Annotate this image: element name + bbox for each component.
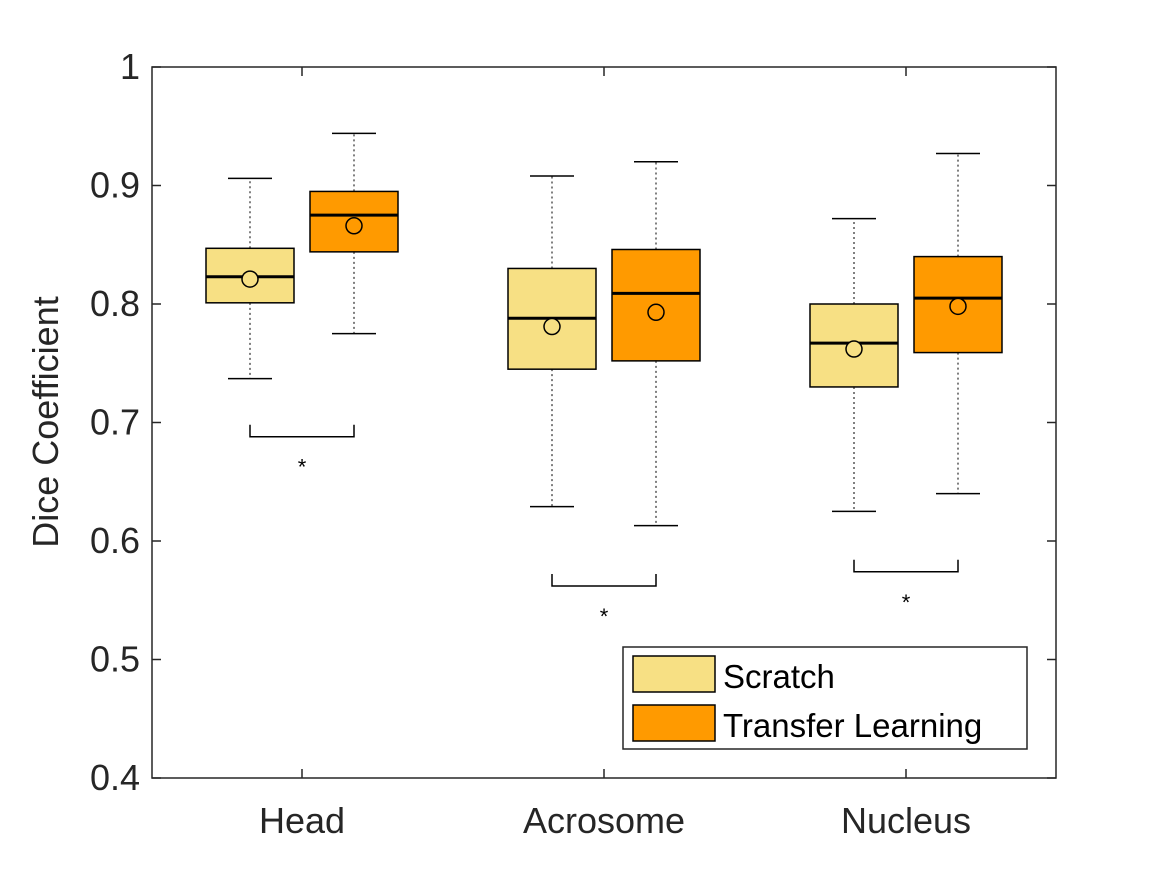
mean-marker-transfer-learning-acrosome (647, 303, 665, 322)
legend-swatch-transfer-learning (632, 704, 716, 742)
y-tick-label: 0.4 (90, 757, 140, 798)
significance-bracket-head (249, 424, 355, 438)
box-transfer-learning-nucleus (913, 255, 1003, 354)
x-tick-label-head: Head (259, 800, 345, 841)
mean-marker-scratch-acrosome (543, 317, 561, 336)
mean-marker-scratch-nucleus (845, 340, 863, 358)
significance-star-acrosome: * (600, 604, 609, 629)
y-axis-label: Dice Coefficient (25, 296, 66, 547)
x-tick-label-nucleus: Nucleus (841, 800, 971, 841)
mean-marker-transfer-learning-nucleus (949, 297, 967, 316)
y-tick-label: 0.7 (90, 402, 140, 443)
y-tick-label: 0.9 (90, 165, 140, 206)
mean-marker-transfer-learning-head (345, 217, 363, 235)
legend: Scratch Transfer Learning (622, 646, 1028, 750)
significance-layer: * * * (249, 424, 959, 629)
y-tick-label: 0.5 (90, 639, 140, 680)
mean-marker-scratch-head (241, 270, 259, 288)
x-tick-label-acrosome: Acrosome (523, 800, 685, 841)
ticks-layer: 0.4 0.5 0.6 0.7 0.8 0.9 1 Head Acrosome Nucleus (90, 46, 1056, 841)
y-tick-label: 0.6 (90, 520, 140, 561)
significance-bracket-nucleus (853, 559, 959, 573)
significance-bracket-acrosome (551, 574, 657, 587)
significance-star-nucleus: * (902, 590, 911, 615)
significance-star-head: * (298, 455, 307, 480)
legend-label-scratch: Scratch (723, 658, 835, 695)
y-tick-label: 0.8 (90, 283, 140, 324)
legend-swatch-scratch (632, 655, 716, 693)
legend-label-transfer-learning: Transfer Learning (723, 707, 982, 744)
boxes-layer (205, 132, 1003, 527)
y-tick-label: 1 (120, 46, 140, 87)
